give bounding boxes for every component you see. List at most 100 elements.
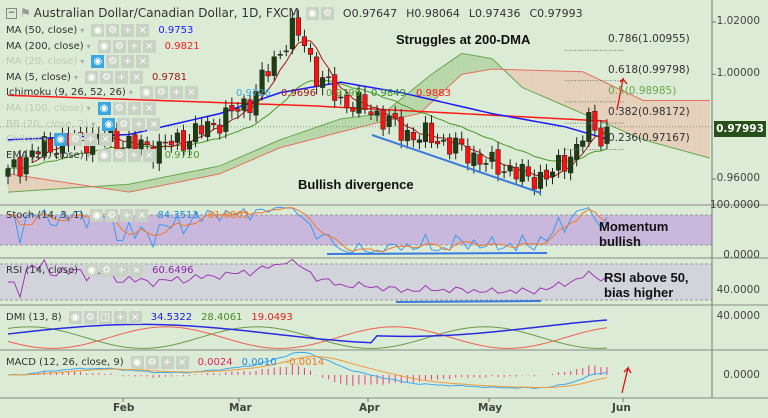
collapse-icon[interactable]: − bbox=[6, 7, 17, 19]
add-icon[interactable]: + bbox=[127, 148, 141, 162]
add-icon[interactable]: + bbox=[115, 264, 129, 277]
gear-icon[interactable]: ⚙ bbox=[106, 24, 120, 37]
ichimoku-cloud bbox=[697, 100, 704, 157]
add-icon[interactable]: + bbox=[121, 55, 135, 69]
legend-row[interactable]: MA (50, close) ▾ ◉ ⚙ + × 0.9753 bbox=[6, 24, 193, 37]
chevron-down-icon[interactable]: ▾ bbox=[128, 88, 133, 98]
macd-label: MACD (12, 26, close, 9) bbox=[6, 357, 124, 368]
ichimoku-cloud bbox=[8, 173, 15, 193]
close-icon[interactable]: × bbox=[142, 102, 156, 115]
add-icon[interactable]: + bbox=[121, 24, 135, 37]
add-icon[interactable]: + bbox=[127, 39, 141, 53]
eye-icon[interactable]: ◉ bbox=[68, 311, 82, 324]
gear-icon[interactable]: ⚙ bbox=[112, 148, 126, 162]
eye-icon[interactable]: ◉ bbox=[91, 24, 105, 37]
legend-row[interactable]: BB (20, close, 2) ▾ ◉ ⚙ + × bbox=[6, 117, 169, 131]
legend-row[interactable]: EMA (21, close) ▾ ◉ ⚙ + × 0.9720 bbox=[6, 148, 200, 162]
ichimoku-value: 0.9726 bbox=[236, 88, 271, 99]
add-icon[interactable]: + bbox=[114, 70, 128, 84]
close-icon[interactable]: × bbox=[129, 70, 143, 84]
close-icon[interactable]: × bbox=[135, 209, 149, 222]
add-icon[interactable]: + bbox=[113, 311, 127, 324]
ichimoku-cloud bbox=[225, 160, 232, 172]
chevron-down-icon[interactable]: ▾ bbox=[80, 57, 85, 67]
legend-label: Chikou bbox=[6, 134, 40, 146]
add-icon[interactable]: + bbox=[127, 102, 141, 115]
ohlc-high: H0.98064 bbox=[406, 6, 460, 20]
eye-icon[interactable]: ◉ bbox=[84, 70, 98, 84]
ichimoku-cloud bbox=[171, 174, 178, 184]
gear-icon[interactable]: ⚙ bbox=[117, 117, 131, 131]
gear-icon[interactable]: ⚙ bbox=[145, 356, 159, 369]
gear-icon[interactable]: ⚙ bbox=[112, 39, 126, 53]
legend-row[interactable]: MA (100, close) ▾ ◉ ⚙ + × bbox=[6, 102, 165, 115]
price-trendline bbox=[371, 134, 542, 194]
legend-row[interactable]: Ichimoku (9, 26, 52, 26) ▾ ◉ ⚙ + × bbox=[6, 86, 207, 100]
close-icon[interactable]: × bbox=[147, 117, 161, 131]
eye-icon[interactable]: ◉ bbox=[102, 117, 116, 131]
chevron-down-icon[interactable]: ▾ bbox=[43, 135, 48, 145]
candle bbox=[162, 141, 168, 144]
close-icon[interactable]: × bbox=[136, 55, 150, 69]
chevron-down-icon[interactable]: ▾ bbox=[91, 119, 96, 129]
lock-icon[interactable]: ◫ bbox=[98, 311, 112, 324]
add-icon[interactable]: + bbox=[84, 133, 98, 147]
ichimoku-cloud bbox=[304, 129, 311, 142]
close-icon[interactable]: × bbox=[136, 24, 150, 37]
eye-icon[interactable]: ◉ bbox=[97, 39, 111, 53]
gear-icon[interactable]: ⚙ bbox=[100, 264, 114, 277]
chevron-down-icon[interactable]: ▾ bbox=[80, 26, 85, 35]
add-icon[interactable]: + bbox=[160, 356, 174, 369]
gear-icon[interactable]: ⚙ bbox=[154, 86, 168, 100]
ichimoku-cloud bbox=[68, 182, 75, 189]
add-icon[interactable]: + bbox=[120, 209, 134, 222]
gear-icon[interactable]: ⚙ bbox=[69, 133, 83, 147]
eye-icon[interactable]: ◉ bbox=[54, 133, 68, 147]
eye-icon[interactable]: ◉ bbox=[85, 264, 99, 277]
close-icon[interactable]: × bbox=[99, 133, 113, 147]
gear-icon[interactable]: ⚙ bbox=[105, 209, 119, 222]
add-icon[interactable]: + bbox=[132, 117, 146, 131]
close-icon[interactable]: × bbox=[142, 39, 156, 53]
close-icon[interactable]: × bbox=[142, 148, 156, 162]
gear-icon[interactable]: ⚙ bbox=[320, 6, 334, 20]
eye-icon[interactable]: ◉ bbox=[90, 209, 104, 222]
price-label: 0.96000 bbox=[716, 172, 760, 184]
legend-row[interactable]: Chikou ▾ ◉ ⚙ + × bbox=[6, 133, 121, 147]
chevron-down-icon[interactable]: ▾ bbox=[86, 41, 91, 51]
ichimoku-cloud bbox=[116, 184, 123, 192]
candle bbox=[168, 140, 174, 146]
eye-icon[interactable]: ◉ bbox=[91, 55, 105, 69]
eye-icon[interactable]: ◉ bbox=[305, 6, 319, 20]
chart-header: − ⚑ Australian Dollar/Canadian Dollar, 1… bbox=[6, 6, 583, 20]
legend-row[interactable]: MA (200, close) ▾ ◉ ⚙ + × 0.9821 bbox=[6, 39, 200, 53]
close-icon[interactable]: × bbox=[184, 86, 198, 100]
eye-icon[interactable]: ◉ bbox=[130, 356, 144, 369]
close-icon[interactable]: × bbox=[128, 311, 142, 324]
eye-icon[interactable]: ◉ bbox=[97, 148, 111, 162]
close-icon[interactable]: × bbox=[175, 356, 189, 369]
chevron-down-icon[interactable]: ▾ bbox=[86, 150, 91, 160]
add-icon[interactable]: + bbox=[169, 86, 183, 100]
stoch-trendline bbox=[326, 252, 548, 255]
gear-icon[interactable]: ⚙ bbox=[106, 55, 120, 69]
candle bbox=[477, 154, 483, 165]
symbol-title[interactable]: Australian Dollar/Canadian Dollar, 1D, F… bbox=[33, 6, 299, 20]
eye-icon[interactable]: ◉ bbox=[139, 86, 153, 100]
ichimoku-cloud bbox=[528, 70, 535, 93]
gear-icon[interactable]: ⚙ bbox=[83, 311, 97, 324]
annotation-rsi: RSI above 50, bias higher bbox=[604, 270, 689, 300]
eye-icon[interactable]: ◉ bbox=[97, 102, 111, 115]
legend-row[interactable]: MA (5, close) ▾ ◉ ⚙ + × 0.9781 bbox=[6, 70, 187, 84]
ichimoku-cloud bbox=[685, 100, 692, 154]
gear-icon[interactable]: ⚙ bbox=[112, 102, 126, 115]
chevron-down-icon[interactable]: ▾ bbox=[86, 104, 91, 113]
chevron-down-icon[interactable]: ▾ bbox=[73, 72, 78, 82]
legend-row[interactable]: MA (20, close) ▾ ◉ ⚙ + × bbox=[6, 55, 158, 69]
ichimoku-cloud bbox=[673, 100, 680, 150]
gear-icon[interactable]: ⚙ bbox=[99, 70, 113, 84]
candle bbox=[453, 137, 459, 154]
close-icon[interactable]: × bbox=[130, 264, 144, 277]
ichimoku-cloud bbox=[292, 133, 299, 145]
